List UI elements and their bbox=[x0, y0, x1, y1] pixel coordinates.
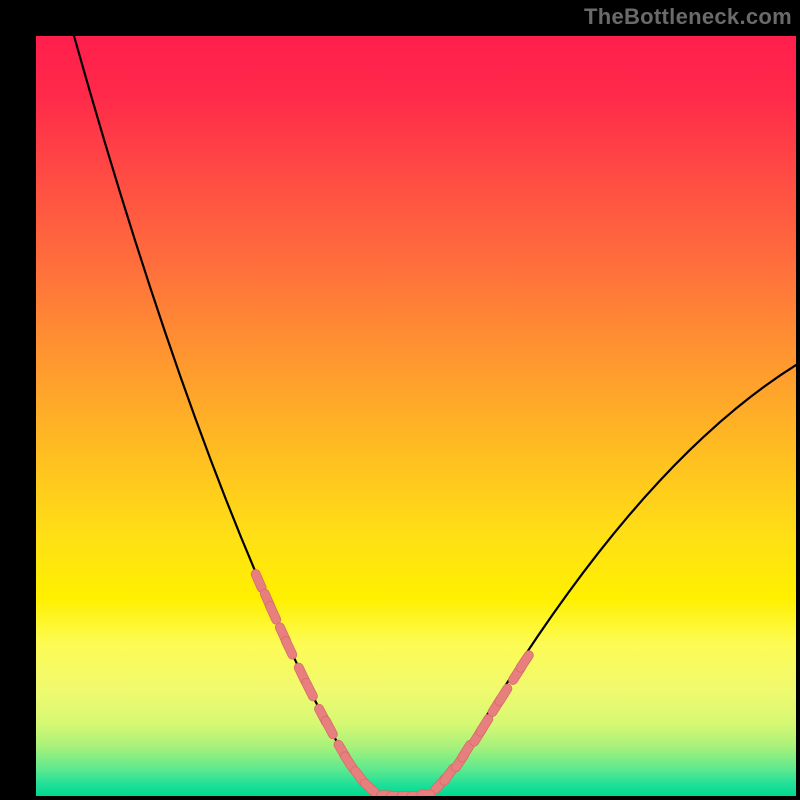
curve-marker bbox=[514, 649, 535, 674]
curve-marker bbox=[300, 677, 319, 702]
watermark-text: TheBottleneck.com bbox=[584, 4, 792, 30]
curve-marker bbox=[417, 790, 435, 796]
chart-frame: { "meta": { "watermark": "TheBottleneck.… bbox=[0, 0, 800, 800]
curve-marker bbox=[493, 682, 513, 707]
bottleneck-curve bbox=[74, 36, 796, 796]
curve-markers bbox=[250, 568, 535, 796]
curve-svg bbox=[36, 36, 796, 796]
plot-area bbox=[36, 36, 796, 796]
plot-inner bbox=[36, 36, 796, 796]
curve-marker bbox=[280, 635, 298, 661]
curve-marker bbox=[320, 715, 339, 740]
curve-marker bbox=[264, 600, 282, 626]
